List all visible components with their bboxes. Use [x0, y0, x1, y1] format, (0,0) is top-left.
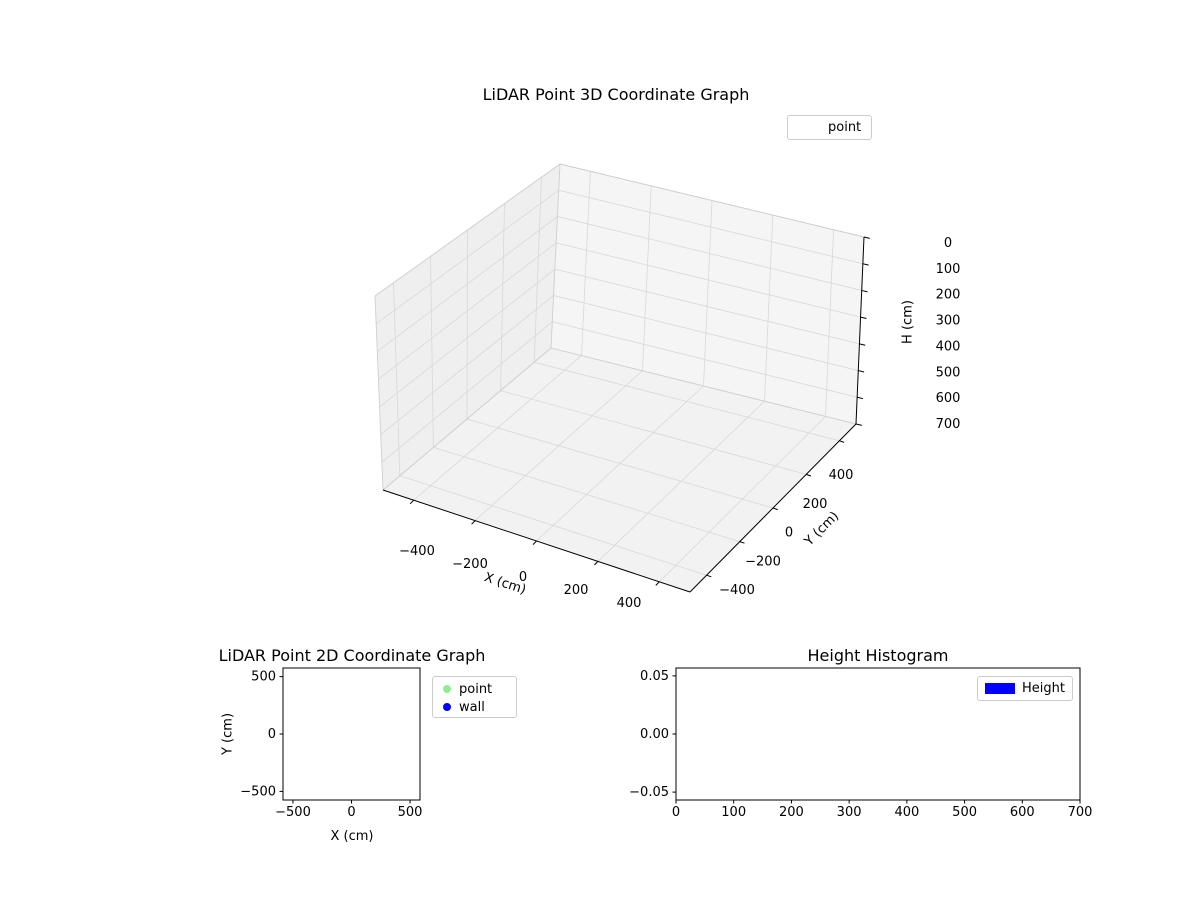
h-tick — [855, 423, 862, 426]
y-tick-label: 0 — [268, 727, 276, 742]
x-tick-label: 400 — [617, 596, 642, 611]
y-tick — [806, 473, 812, 477]
y-tick-label: −200 — [745, 554, 781, 569]
h-tick — [862, 263, 869, 266]
h-tick-label: 0 — [944, 236, 952, 251]
height-swatch — [985, 683, 1015, 694]
grid-line — [413, 355, 582, 501]
chart3d-title: LiDAR Point 3D Coordinate Graph — [482, 85, 750, 104]
grid-line — [597, 400, 765, 562]
grid-line — [430, 256, 434, 448]
point-marker-swatch — [443, 685, 451, 693]
box-edge — [559, 163, 865, 238]
point-marker-swatch — [804, 123, 828, 133]
h-tick-label: 200 — [936, 288, 961, 303]
h-tick — [861, 289, 868, 293]
grid-line — [659, 416, 826, 583]
grid-line — [393, 282, 401, 476]
legend-label-point: point — [459, 681, 493, 697]
box-edge — [550, 347, 857, 425]
x-tick-label: 400 — [894, 805, 919, 820]
h-tick-label: 500 — [936, 365, 961, 380]
h-tick — [860, 316, 867, 320]
y-tick-label: 400 — [829, 468, 854, 483]
y-tick-label: −500 — [240, 784, 276, 799]
box-edge — [382, 347, 552, 491]
y-tick-label: 0.05 — [640, 669, 669, 684]
x-tick — [471, 520, 476, 525]
x-tick-label: 500 — [952, 805, 977, 820]
x-tick-label: 600 — [1010, 805, 1035, 820]
y-tick-label: −0.05 — [629, 785, 669, 800]
y-tick — [739, 541, 745, 544]
grid-line — [825, 229, 834, 417]
x-tick-label: 300 — [837, 805, 862, 820]
axes-frame-2d — [282, 667, 421, 801]
legend-row-point: point — [433, 680, 516, 698]
box-edge — [550, 163, 561, 349]
x-tick-label: −400 — [399, 544, 435, 559]
y-tick-label: 0.00 — [640, 727, 669, 742]
x-tick-label: 0 — [672, 805, 680, 820]
legend-label-height: Height — [1022, 681, 1065, 696]
y-tick — [706, 574, 712, 578]
h-tick-label: 300 — [936, 314, 961, 329]
h-tick-label: 400 — [936, 339, 961, 354]
pane-floor — [383, 348, 856, 592]
h-tick-label: 100 — [936, 262, 961, 277]
h-axis-line — [855, 236, 865, 425]
h-tick — [863, 236, 870, 239]
x-tick-label: 700 — [1068, 805, 1093, 820]
y-tick-label: −400 — [719, 583, 755, 598]
grid-line — [581, 171, 591, 356]
chart3d-legend: point — [787, 115, 872, 140]
x-tick-label: 500 — [398, 805, 423, 820]
x-tick-label: 0 — [347, 805, 355, 820]
box-edge — [374, 163, 561, 297]
grid-line — [474, 370, 643, 521]
x-tick-label: 200 — [564, 583, 589, 598]
chart2d-yaxis-label: Y (cm) — [220, 712, 236, 756]
h-tick-label: 600 — [936, 391, 961, 406]
grid-line — [536, 385, 704, 542]
grid-line — [466, 229, 468, 420]
y-tick — [839, 440, 845, 443]
y-tick-label: 0 — [785, 526, 793, 541]
y-tick — [772, 507, 778, 511]
grid-line — [764, 215, 774, 402]
grid-line — [703, 200, 713, 387]
grid-line — [533, 177, 542, 363]
hist-legend: Height — [977, 676, 1073, 701]
grid-line — [500, 203, 505, 391]
x-tick-label: 200 — [779, 805, 804, 820]
y-tick-label: 500 — [251, 670, 276, 685]
x-tick-label: 0 — [519, 570, 527, 585]
x-tick-label: −200 — [452, 557, 488, 572]
h-tick — [859, 343, 866, 346]
x-tick — [594, 561, 599, 566]
hist-title: Height Histogram — [807, 646, 949, 665]
x-tick-label: −500 — [275, 805, 311, 820]
x-tick — [409, 499, 415, 505]
y-tick-label: 200 — [803, 497, 828, 512]
h-tick — [857, 396, 864, 400]
x-tick — [532, 540, 537, 545]
h-tick-label: 700 — [936, 417, 961, 432]
legend-row-wall: wall — [433, 698, 516, 716]
legend-label-point: point — [828, 120, 862, 135]
wall-marker-swatch — [443, 703, 451, 711]
legend-label-wall: wall — [459, 699, 485, 715]
x-tick-label: 100 — [721, 805, 746, 820]
box-edge — [374, 295, 384, 491]
chart2d-legend: point wall — [432, 676, 517, 718]
h-tick — [858, 370, 865, 373]
chart3d-zaxis-label: H (cm) — [900, 300, 916, 344]
chart2d-xaxis-label: X (cm) — [330, 829, 374, 844]
chart2d-title: LiDAR Point 2D Coordinate Graph — [218, 646, 486, 665]
grid-line — [642, 185, 652, 371]
x-tick — [655, 581, 660, 586]
